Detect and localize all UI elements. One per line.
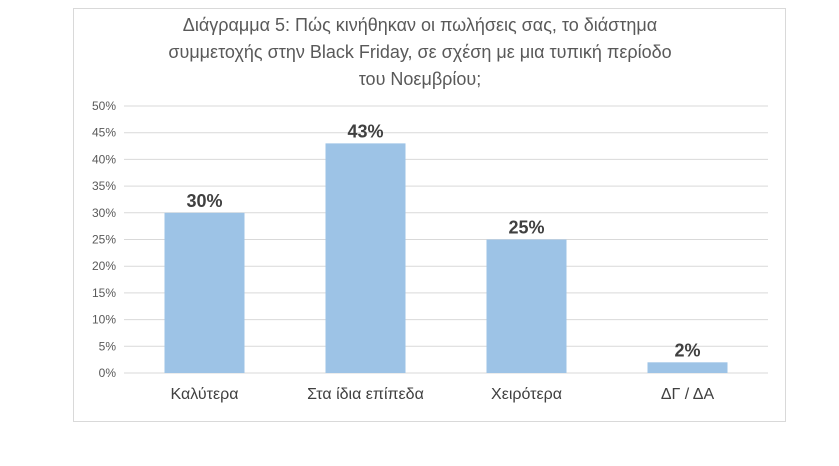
data-label-2: 25% bbox=[508, 218, 544, 238]
data-label-3: 2% bbox=[674, 340, 700, 360]
y-tick-label-45: 45% bbox=[92, 126, 116, 140]
chart-title-line-2: συμμετοχής στην Black Friday, σε σχέση μ… bbox=[168, 42, 672, 62]
bar-3 bbox=[647, 362, 728, 373]
y-tick-label-10: 10% bbox=[92, 313, 116, 327]
bar-1 bbox=[325, 143, 406, 373]
chart-title-line-1: Διάγραμμα 5: Πώς κινήθηκαν οι πωλήσεις σ… bbox=[182, 15, 658, 35]
y-tick-label-40: 40% bbox=[92, 152, 116, 166]
y-tick-label-20: 20% bbox=[92, 259, 116, 273]
y-tick-label-15: 15% bbox=[92, 286, 116, 300]
y-tick-label-0: 0% bbox=[99, 366, 117, 380]
y-tick-label-35: 35% bbox=[92, 179, 116, 193]
chart-title: Διάγραμμα 5: Πώς κινήθηκαν οι πωλήσεις σ… bbox=[120, 12, 720, 93]
chart-title-line-3: του Νοεμβρίου; bbox=[358, 69, 482, 89]
y-tick-label-50: 50% bbox=[92, 99, 116, 113]
data-label-1: 43% bbox=[347, 121, 383, 141]
y-tick-label-5: 5% bbox=[99, 339, 117, 353]
category-label-2: Χειρότερα bbox=[491, 386, 562, 403]
y-tick-label-30: 30% bbox=[92, 206, 116, 220]
bar-0 bbox=[164, 212, 245, 373]
category-label-3: ΔΓ / ΔΑ bbox=[661, 386, 715, 403]
bar-2 bbox=[486, 239, 567, 373]
y-tick-label-25: 25% bbox=[92, 233, 116, 247]
category-label-0: Καλύτερα bbox=[171, 386, 239, 403]
data-label-0: 30% bbox=[186, 191, 222, 211]
category-label-1: Στα ίδια επίπεδα bbox=[307, 386, 424, 403]
